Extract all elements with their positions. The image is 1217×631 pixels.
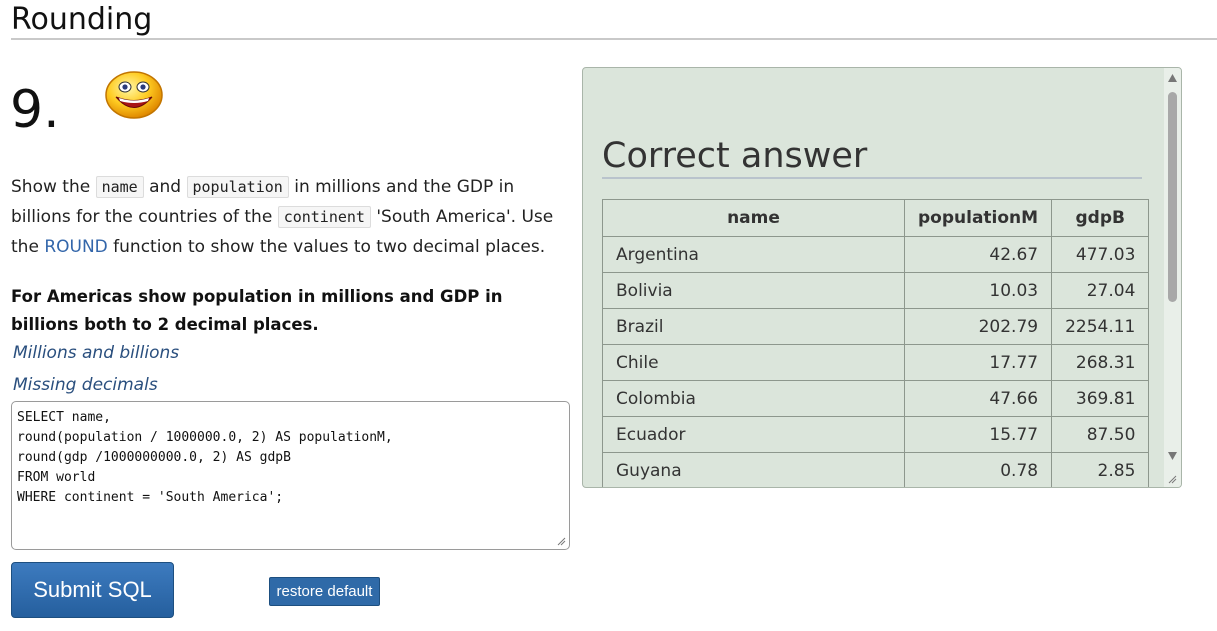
table-row: Colombia 47.66 369.81	[602, 380, 1150, 417]
question-text-part: and	[143, 177, 187, 197]
cell-gdpb: 477.03	[1051, 236, 1150, 273]
table-row: Chile 17.77 268.31	[602, 344, 1150, 381]
question-text-part: in millions and the GDP in billions for …	[11, 177, 515, 227]
code-continent: continent	[277, 206, 371, 228]
cell-name: Ecuador	[602, 416, 905, 453]
resize-grip-icon[interactable]	[557, 537, 566, 546]
cell-gdpb: 2.85	[1051, 452, 1150, 487]
column-header-gdpb: gdpB	[1051, 199, 1150, 237]
answer-divider	[602, 177, 1142, 179]
answer-title: Correct answer	[602, 136, 868, 176]
cell-gdpb: 2254.11	[1051, 308, 1150, 345]
cell-populationm: 10.03	[903, 272, 1053, 309]
cell-populationm: 0.78	[903, 452, 1053, 487]
cell-populationm: 15.77	[903, 416, 1053, 453]
hint-missing-decimals[interactable]: Missing decimals	[13, 375, 158, 395]
scroll-thumb[interactable]	[1168, 92, 1177, 302]
table-row: Brazil 202.79 2254.11	[602, 308, 1150, 345]
column-header-name: name	[602, 199, 905, 237]
scroll-up-arrow-icon[interactable]	[1168, 74, 1177, 82]
code-name: name	[95, 176, 144, 198]
result-table: name populationM gdpB Argentina 42.67 47…	[602, 199, 1150, 487]
question-number: 9.	[10, 80, 60, 140]
cell-populationm: 47.66	[903, 380, 1053, 417]
table-row: Guyana 0.78 2.85	[602, 452, 1150, 487]
column-header-populationm: populationM	[903, 199, 1053, 237]
question-text-part: 'South America'. Use the	[11, 207, 554, 257]
cell-populationm: 42.67	[903, 236, 1053, 273]
smiling-face-icon	[105, 71, 163, 119]
sql-editor-text: SELECT name, round(population / 1000000.…	[17, 410, 393, 505]
cell-name: Brazil	[602, 308, 905, 345]
requirement-note: For Americas show population in millions…	[11, 287, 503, 334]
submit-sql-button[interactable]: Submit SQL	[11, 562, 174, 618]
cell-gdpb: 369.81	[1051, 380, 1150, 417]
vertical-scrollbar[interactable]	[1164, 68, 1181, 487]
scroll-down-arrow-icon[interactable]	[1168, 452, 1177, 460]
cell-name: Bolivia	[602, 272, 905, 309]
table-row: Bolivia 10.03 27.04	[602, 272, 1150, 309]
restore-default-button[interactable]: restore default	[269, 577, 380, 606]
correct-answer-panel[interactable]: Correct answer name populationM gdpB Arg…	[582, 67, 1182, 488]
cell-gdpb: 87.50	[1051, 416, 1150, 453]
title-divider	[11, 38, 1217, 40]
question-text-part: function to show the values to two decim…	[107, 237, 546, 257]
cell-name: Chile	[602, 344, 905, 381]
table-row: Ecuador 15.77 87.50	[602, 416, 1150, 453]
code-population: population	[186, 176, 289, 198]
cell-populationm: 17.77	[903, 344, 1053, 381]
resize-grip-icon[interactable]	[1168, 475, 1177, 484]
cell-name: Colombia	[602, 380, 905, 417]
cell-gdpb: 27.04	[1051, 272, 1150, 309]
section-title: Rounding	[11, 2, 153, 37]
question-text-part: Show the	[11, 177, 96, 197]
cell-gdpb: 268.31	[1051, 344, 1150, 381]
sql-editor[interactable]: SELECT name, round(population / 1000000.…	[11, 401, 570, 550]
round-link[interactable]: ROUND	[44, 237, 108, 257]
cell-populationm: 202.79	[903, 308, 1053, 345]
hint-millions-and-billions[interactable]: Millions and billions	[13, 343, 180, 363]
table-header-row: name populationM gdpB	[602, 199, 1150, 237]
question-text: Show the name and population in millions…	[11, 172, 571, 262]
cell-name: Guyana	[602, 452, 905, 487]
table-row: Argentina 42.67 477.03	[602, 236, 1150, 273]
cell-name: Argentina	[602, 236, 905, 273]
